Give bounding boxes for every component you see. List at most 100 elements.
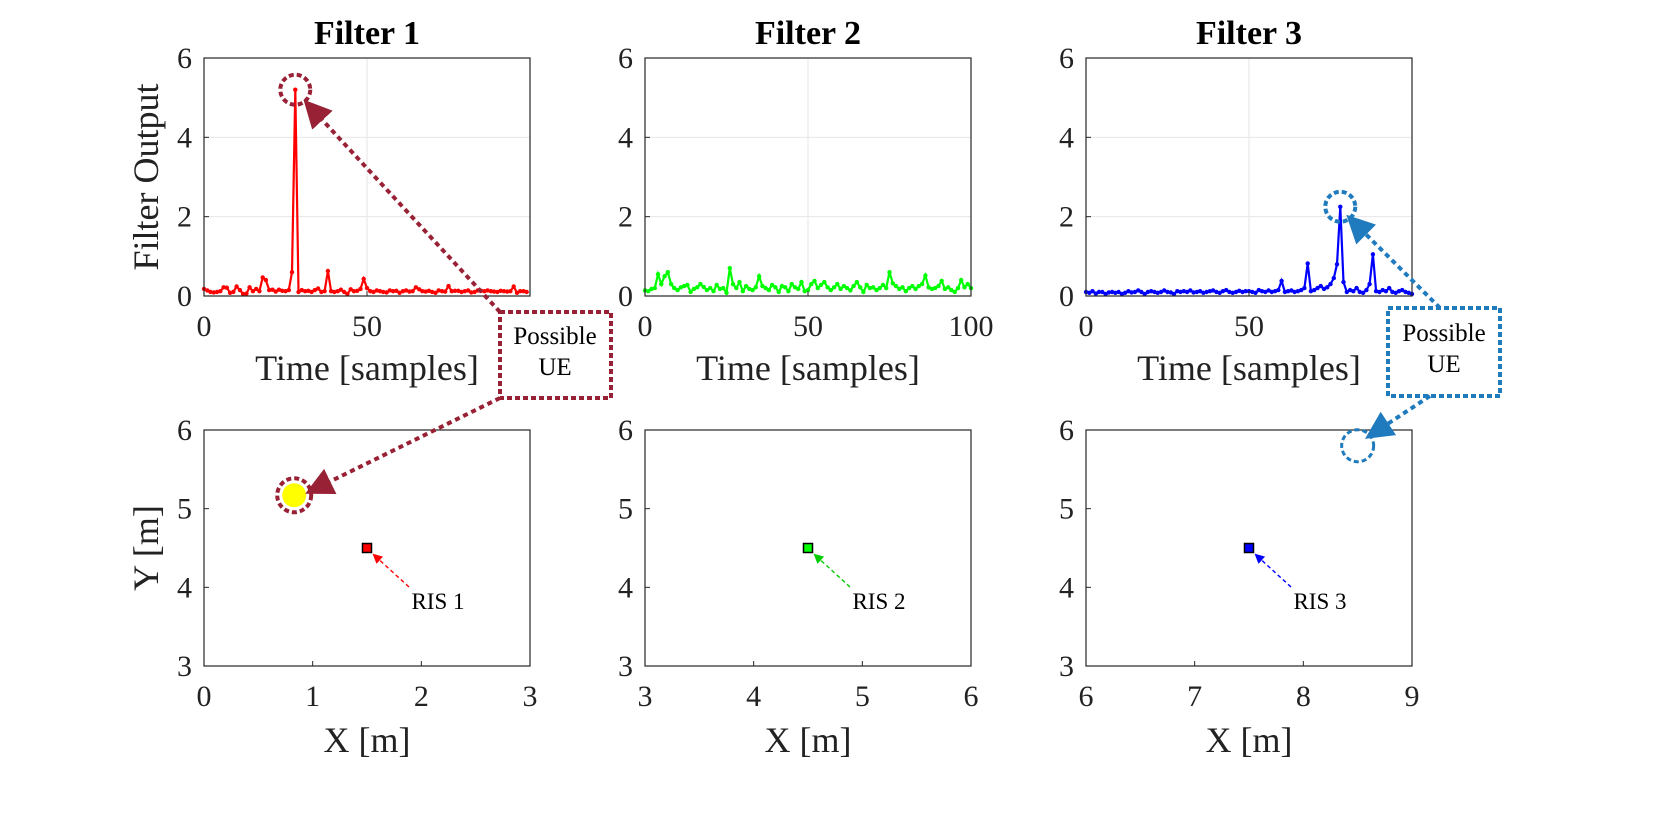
data-point [309,289,314,295]
data-point [218,289,223,294]
x-tick-label: 8 [1296,680,1311,713]
data-point [1142,291,1147,297]
data-point [1090,289,1095,294]
data-point [740,289,745,294]
data-point [332,289,337,295]
data-point [384,290,389,295]
data-point [465,288,471,293]
data-point [511,284,516,289]
data-point [1096,289,1102,295]
y-tick-label: 4 [1059,121,1074,154]
data-point [234,284,239,289]
data-point [280,288,285,293]
data-point [766,287,772,293]
map-3: 3 4 5 6 6 7 8 9 X [m] RIS 3 [1059,414,1420,760]
data-point [1341,279,1346,285]
data-point [936,283,941,289]
data-point [919,281,925,287]
y-axis-label: Y [m] [126,505,166,591]
data-point [851,283,856,289]
data-point [1155,290,1160,295]
ris-arrow [813,553,851,588]
data-point [1400,287,1405,293]
data-point [289,270,295,275]
data-point [247,285,252,290]
data-point [932,285,938,291]
data-point [753,285,758,290]
y-tick-label: 6 [618,414,633,447]
data-point [1237,288,1242,293]
data-point [315,286,321,291]
possible-ue-label-3: Possible [1402,320,1485,347]
data-point [831,285,837,290]
axes-frame [644,429,972,667]
x-axis-label: X [m] [324,720,411,760]
possible-ue-label-3b: UE [1427,351,1460,378]
data-point [844,285,850,291]
data-point [338,287,344,292]
data-point [841,283,847,289]
data-point [394,288,399,293]
data-point [828,287,833,293]
data-point [257,289,262,294]
data-point [756,274,762,279]
data-point [1338,204,1343,209]
data-point [387,288,392,293]
data-point [1334,262,1340,267]
x-tick-label: 6 [964,680,979,713]
data-point [433,290,438,295]
data-point [293,87,298,92]
data-point [711,289,716,294]
arrow-to-map-3 [1364,394,1432,439]
data-point [704,287,710,293]
y-tick-label: 4 [177,121,192,154]
y-tick-label: 2 [618,201,633,234]
data-point [805,287,811,293]
data-point [1214,289,1219,295]
data-point [1276,287,1281,293]
data-point [668,281,674,287]
data-point [822,279,827,285]
filter-1: 0 2 4 6 0 50 Filter 1 Time [samples] Filter Outp… [126,15,531,388]
data-point [760,283,765,289]
data-point [524,289,529,295]
data-point [410,289,415,294]
data-point [721,285,726,291]
x-tick-label: 0 [197,680,212,713]
data-point [1197,289,1203,294]
data-point [672,285,677,291]
data-point [890,281,895,286]
y-tick-label: 2 [177,201,192,234]
data-point [942,286,948,292]
data-point [446,283,451,289]
data-point [659,281,664,287]
data-point [462,289,467,294]
data-point [417,287,422,292]
data-point [939,278,944,284]
y-tick-label: 6 [1059,414,1074,447]
data-point [1139,289,1144,295]
data-point [1191,290,1196,295]
y-tick-label: 4 [177,571,192,604]
data-point [724,290,729,295]
data-point [407,289,412,294]
data-point [325,268,331,274]
y-tick-label: 4 [618,121,633,154]
data-point [469,290,474,295]
data-point [773,285,778,290]
data-point [796,286,801,292]
data-point [1373,289,1379,294]
data-point [698,281,703,287]
arrow-to-peak-3 [1346,214,1442,310]
x-tick-label: 0 [197,310,212,343]
data-point [214,289,220,295]
data-point [662,274,667,279]
data-point [459,289,464,295]
y-tick-label: 6 [618,42,633,75]
data-point [491,289,497,294]
data-point [923,273,928,278]
ris-label-box [405,585,471,617]
y-tick-label: 4 [618,571,633,604]
data-point [231,289,236,295]
arrow-to-map-1 [305,396,501,494]
